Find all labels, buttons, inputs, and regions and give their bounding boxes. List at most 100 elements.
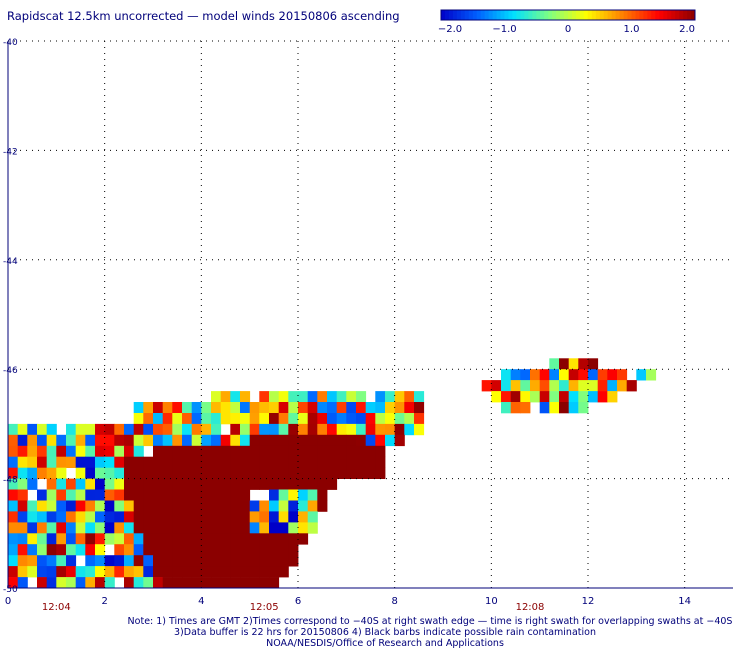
heatmap-cell	[211, 402, 222, 414]
heatmap-cell	[133, 413, 144, 425]
heatmap-cell	[385, 423, 396, 436]
heatmap-cell	[278, 434, 289, 447]
heatmap-cell	[104, 434, 115, 447]
heatmap-cell	[240, 467, 251, 479]
heatmap-cell	[56, 577, 67, 589]
heatmap-cell	[220, 533, 231, 545]
heatmap-cell	[220, 577, 231, 589]
heatmap-cell	[307, 511, 318, 523]
heatmap-cell	[230, 489, 241, 501]
heatmap-cell	[298, 445, 309, 458]
heatmap-cell	[385, 391, 396, 403]
heatmap-cell	[404, 413, 415, 425]
heatmap-cell	[414, 391, 425, 403]
heatmap-cell	[327, 402, 338, 414]
heatmap-cell	[182, 511, 193, 523]
heatmap-cell	[37, 577, 48, 589]
heatmap-cell	[124, 533, 135, 545]
heatmap-cell	[66, 555, 77, 567]
heatmap-cell	[191, 555, 202, 567]
heatmap-cell	[46, 522, 57, 534]
heatmap-cell	[240, 456, 251, 468]
heatmap-cell	[191, 478, 202, 490]
heatmap-cell	[85, 533, 96, 545]
heatmap-cell	[327, 478, 338, 490]
heatmap-cell	[578, 369, 589, 381]
heatmap-cell	[8, 467, 19, 479]
colorbar-frame	[440, 9, 696, 21]
heatmap-cell	[220, 456, 231, 468]
heatmap-cell	[365, 423, 376, 436]
heatmap-cell	[259, 555, 270, 567]
colorbar-segment	[484, 10, 490, 20]
heatmap-cell	[549, 380, 560, 392]
heatmap-cell	[95, 423, 106, 436]
heatmap-cell	[278, 533, 289, 545]
heatmap-cell	[259, 467, 270, 479]
heatmap-cell	[365, 467, 376, 479]
heatmap-cell	[230, 456, 241, 468]
heatmap-cell	[66, 434, 77, 447]
heatmap-cell	[356, 423, 367, 436]
y-tick-label: -46	[3, 366, 18, 376]
heatmap-cell	[211, 533, 222, 545]
heatmap-cell	[56, 500, 67, 512]
heatmap-cell	[317, 489, 328, 501]
heatmap-cell	[191, 456, 202, 468]
heatmap-cell	[201, 445, 212, 458]
heatmap-cell	[17, 445, 28, 458]
colorbar-segment	[683, 10, 688, 20]
heatmap-cell	[211, 566, 222, 578]
heatmap-cell	[66, 577, 77, 589]
heatmap-cell	[114, 445, 125, 458]
heatmap-cell	[307, 500, 318, 512]
x-tick-label: 6	[295, 596, 301, 607]
colorbar-segment	[441, 10, 446, 20]
colorbar-segment	[548, 10, 553, 20]
heatmap-cell	[201, 522, 212, 534]
heatmap-cell	[143, 500, 154, 512]
heatmap-cell	[346, 467, 357, 479]
heatmap-cell	[336, 402, 347, 414]
heatmap-cell	[230, 423, 241, 436]
heatmap-cell	[220, 555, 231, 567]
heatmap-cells	[8, 358, 657, 589]
heatmap-cell	[95, 577, 106, 589]
colorbar-segment	[639, 10, 644, 20]
heatmap-cell	[249, 456, 260, 468]
heatmap-cell	[153, 533, 164, 545]
heatmap-cell	[182, 423, 193, 436]
heatmap-cell	[249, 511, 260, 523]
heatmap-cell	[356, 467, 367, 479]
colorbar-segment	[611, 10, 617, 20]
heatmap-cell	[385, 434, 396, 447]
heatmap-cell	[124, 511, 135, 523]
heatmap-cell	[27, 544, 38, 556]
heatmap-cell	[220, 467, 231, 479]
heatmap-cell	[240, 544, 251, 556]
colorbar-segment	[468, 10, 474, 20]
heatmap-cell	[626, 380, 637, 392]
heatmap-cell	[230, 522, 241, 534]
heatmap-cell	[259, 511, 270, 523]
colorbar-segment	[532, 10, 537, 20]
colorbar-tick-label: 1.0	[624, 24, 640, 35]
colorbar-segment	[560, 10, 565, 20]
heatmap-cell	[143, 434, 154, 447]
heatmap-cell	[249, 445, 260, 458]
heatmap-cell	[172, 511, 183, 523]
heatmap-cell	[588, 380, 599, 392]
heatmap-cell	[8, 434, 19, 447]
heatmap-cell	[230, 467, 241, 479]
heatmap-cell	[75, 577, 86, 589]
y-tick-label: -50	[3, 585, 18, 595]
colorbar-segment	[448, 10, 454, 20]
heatmap-cell	[298, 456, 309, 468]
heatmap-cell	[375, 434, 386, 447]
colorbar-segment	[508, 10, 513, 20]
heatmap-cell	[37, 511, 48, 523]
heatmap-cell	[182, 434, 193, 447]
heatmap-cell	[104, 511, 115, 523]
heatmap-cell	[220, 402, 231, 414]
